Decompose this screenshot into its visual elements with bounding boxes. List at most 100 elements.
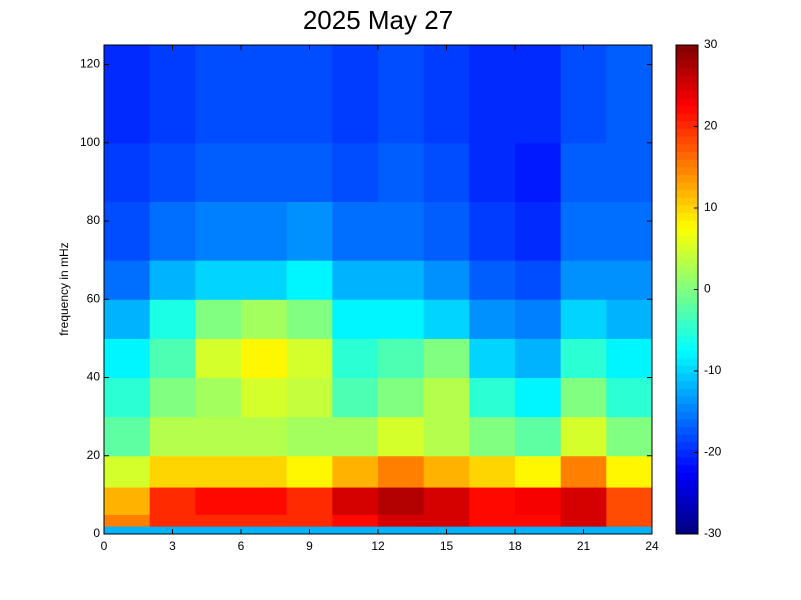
colorbar-swatch [676, 297, 698, 306]
heat-cell [332, 201, 379, 261]
heat-cell [469, 514, 516, 527]
colorbar-swatch [676, 518, 698, 527]
heat-cell [606, 45, 653, 144]
colorbar-tick-label: -30 [704, 526, 722, 540]
heat-cell [515, 142, 562, 202]
colorbar-tick-label: 10 [704, 200, 718, 214]
heat-cell [195, 299, 242, 339]
colorbar-swatch [676, 526, 698, 535]
y-tick-label: 20 [87, 448, 101, 462]
heat-cell [423, 377, 470, 418]
heat-cell [515, 487, 562, 515]
x-tick-label: 0 [101, 539, 108, 553]
heat-cell [286, 260, 333, 300]
heat-cell [606, 260, 653, 300]
heat-cell [332, 377, 379, 418]
heat-cell [195, 526, 242, 535]
heat-cell [286, 455, 333, 488]
colorbar-swatch [676, 449, 698, 459]
colorbar-swatch [676, 75, 698, 84]
colorbar-swatch [676, 205, 698, 214]
heat-cell [195, 142, 242, 202]
heat-cell [104, 45, 151, 144]
heat-cell [560, 45, 607, 144]
heat-cell [149, 514, 196, 527]
heat-cell [241, 260, 288, 300]
heat-cell [515, 45, 562, 144]
colorbar-swatch [676, 136, 698, 145]
heat-cell [378, 260, 425, 300]
heat-cell [332, 526, 379, 535]
heat-cell [149, 487, 196, 515]
heat-cell [104, 260, 151, 300]
colorbar-swatch [676, 465, 698, 474]
heat-cell [515, 201, 562, 261]
colorbar-swatch [676, 60, 698, 69]
colorbar-tick-label: 20 [704, 119, 718, 133]
heat-cell [149, 455, 196, 488]
heat-cell [286, 201, 333, 261]
x-tick-label: 6 [238, 539, 245, 553]
heat-cell [149, 201, 196, 261]
x-tick-label: 18 [508, 539, 522, 553]
colorbar-swatch [676, 358, 698, 367]
heat-cell [515, 526, 562, 535]
heat-cell [469, 338, 516, 379]
heat-cell [423, 416, 470, 457]
heat-cell [378, 338, 425, 379]
colorbar-swatch [676, 350, 698, 359]
heat-cell [606, 526, 653, 535]
heat-cell [104, 338, 151, 379]
heat-cell [378, 487, 425, 515]
heat-cell [332, 338, 379, 379]
heat-cell [241, 142, 288, 202]
heat-cell [515, 299, 562, 339]
heat-cell [149, 45, 196, 144]
heat-cell [149, 142, 196, 202]
heat-cell [560, 377, 607, 418]
heat-cell [515, 514, 562, 527]
heat-cell [606, 487, 653, 515]
heat-cell [560, 201, 607, 261]
colorbar-swatch [676, 266, 698, 275]
colorbar-swatch [676, 106, 698, 115]
heat-cell [515, 377, 562, 418]
colorbar-swatch [676, 213, 698, 222]
colorbar-swatch [676, 236, 698, 245]
heat-cell [241, 338, 288, 379]
heat-cell [515, 455, 562, 488]
heat-cell [195, 416, 242, 457]
heat-cell [104, 299, 151, 339]
x-tick-label: 24 [645, 539, 659, 553]
heat-cell [560, 142, 607, 202]
heat-cell [195, 201, 242, 261]
colorbar-swatch [676, 373, 698, 382]
x-tick-label: 12 [371, 539, 385, 553]
heat-cell [332, 299, 379, 339]
y-tick-label: 80 [87, 213, 101, 227]
heat-cell [469, 416, 516, 457]
heat-cell [286, 487, 333, 515]
colorbar-swatch [676, 67, 698, 77]
colorbar-swatch [676, 144, 698, 153]
heat-cell [423, 201, 470, 261]
heat-cell [378, 514, 425, 527]
colorbar-swatch [676, 90, 698, 99]
heat-cell [606, 201, 653, 261]
heat-cell [241, 514, 288, 527]
heat-cell [104, 455, 151, 488]
colorbar-swatch [676, 98, 698, 107]
colorbar-swatch [676, 335, 698, 344]
heat-cell [469, 487, 516, 515]
colorbar-swatch [676, 113, 698, 122]
heat-cell [423, 260, 470, 300]
colorbar-swatch [676, 457, 698, 466]
colorbar-swatch [676, 327, 698, 336]
heat-cell [515, 416, 562, 457]
colorbar-tick-label: -20 [704, 445, 722, 459]
heat-cell [469, 299, 516, 339]
colorbar-swatch [676, 190, 698, 199]
heat-cell [378, 416, 425, 457]
heat-cell [469, 377, 516, 418]
